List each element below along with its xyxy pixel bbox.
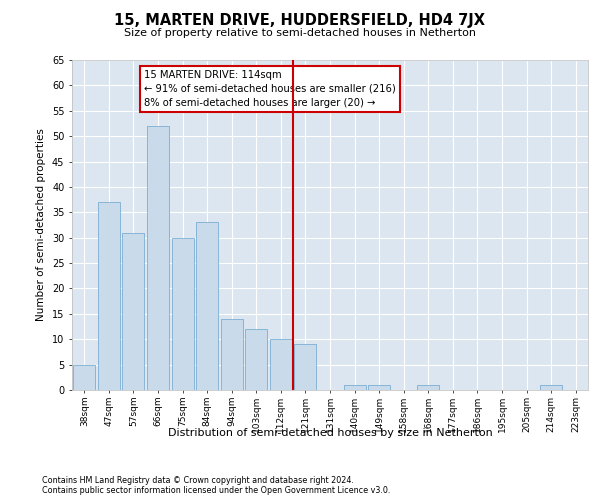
Bar (295, 344, 316, 390)
Bar (368, 385, 390, 390)
Text: Distribution of semi-detached houses by size in Netherton: Distribution of semi-detached houses by … (167, 428, 493, 438)
Text: Contains public sector information licensed under the Open Government Licence v3: Contains public sector information licen… (42, 486, 391, 495)
Bar (98, 202, 120, 390)
Bar (73, 364, 95, 390)
Text: 15, MARTEN DRIVE, HUDDERSFIELD, HD4 7JX: 15, MARTEN DRIVE, HUDDERSFIELD, HD4 7JX (115, 12, 485, 28)
Bar (122, 232, 145, 390)
Bar (221, 319, 243, 390)
Bar (344, 385, 365, 390)
Bar (417, 385, 439, 390)
Text: Contains HM Land Registry data © Crown copyright and database right 2024.: Contains HM Land Registry data © Crown c… (42, 476, 354, 485)
Bar (540, 385, 562, 390)
Bar (270, 339, 292, 390)
Bar (147, 126, 169, 390)
Text: Size of property relative to semi-detached houses in Netherton: Size of property relative to semi-detach… (124, 28, 476, 38)
Y-axis label: Number of semi-detached properties: Number of semi-detached properties (37, 128, 46, 322)
Text: 15 MARTEN DRIVE: 114sqm
← 91% of semi-detached houses are smaller (216)
8% of se: 15 MARTEN DRIVE: 114sqm ← 91% of semi-de… (144, 70, 396, 108)
Bar (172, 238, 194, 390)
Bar (196, 222, 218, 390)
Bar (245, 329, 268, 390)
